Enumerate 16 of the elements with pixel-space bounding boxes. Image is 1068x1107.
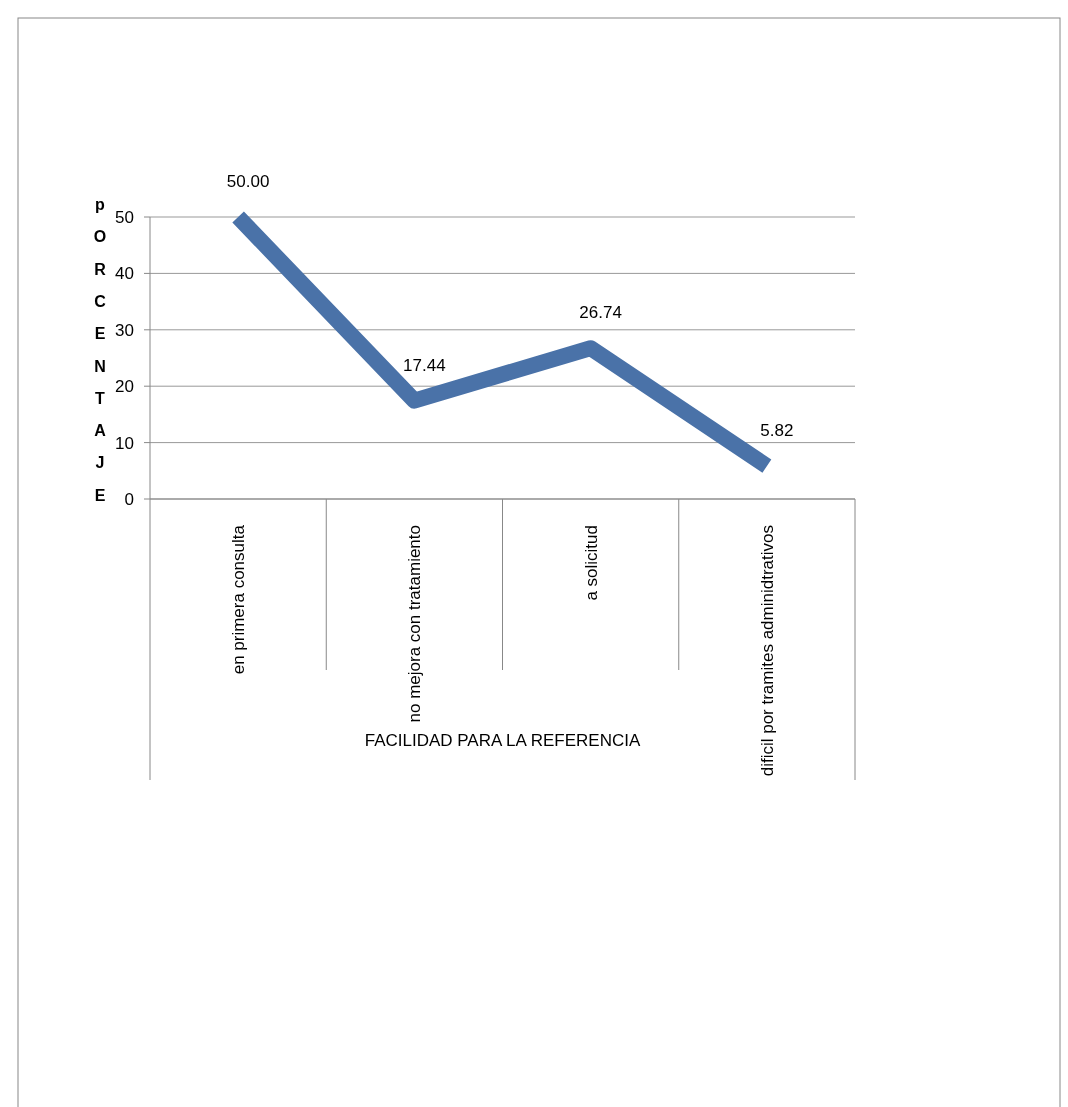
x-tick-label: a solicitud <box>581 525 601 601</box>
x-axis-title: FACILIDAD PARA LA REFERENCIA <box>364 731 641 750</box>
data-label: 50.00 <box>226 172 270 191</box>
y-tick-label: 10 <box>115 433 134 453</box>
y-tick-label: 20 <box>115 377 134 397</box>
data-label: 17.44 <box>403 355 446 375</box>
x-tick-label: no mejora con tratamiento <box>405 525 425 723</box>
data-label: 26.74 <box>579 303 622 323</box>
x-tick-label: dificil por tramites adminidtrativos <box>757 525 777 777</box>
text: pORCENTAJE <box>93 196 107 504</box>
y-tick-label: 50 <box>115 208 134 227</box>
data-label: 5.82 <box>760 421 794 441</box>
x-tick-label: en primera consulta <box>229 524 249 675</box>
y-tick-label: 40 <box>115 264 134 284</box>
y-tick-label: 0 <box>124 490 134 509</box>
y-tick-label: 30 <box>115 320 134 340</box>
